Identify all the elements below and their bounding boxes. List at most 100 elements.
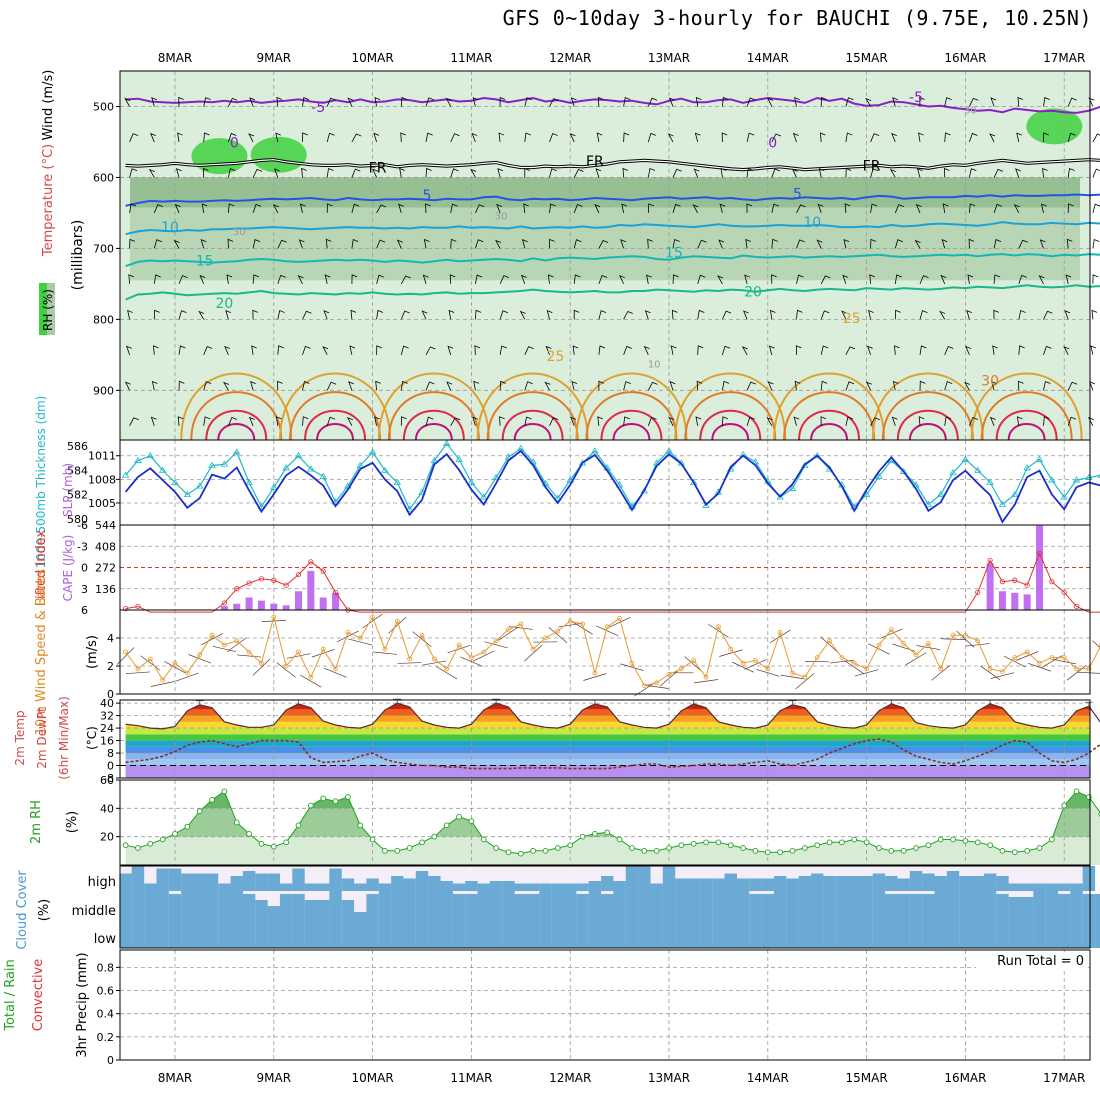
wind10m-barb (311, 648, 335, 658)
rh2m-point (357, 822, 364, 829)
wind-barb (178, 310, 187, 320)
wind-barb (598, 310, 607, 320)
cloud-low-bar (1095, 921, 1100, 948)
wind-barb (623, 310, 633, 320)
wind-barb (696, 380, 703, 391)
cloud-low-bar (193, 921, 206, 948)
wind10m-speed-point (703, 674, 709, 680)
wind-barb (693, 168, 700, 178)
rh2m-point (876, 845, 882, 851)
thickness-point (492, 473, 500, 481)
cloud-middle-bar (193, 891, 206, 921)
rh2m-point (888, 847, 895, 854)
wind-barb (153, 309, 160, 320)
wind10m-barb (1028, 662, 1051, 672)
cloud-middle-bar (502, 891, 515, 921)
wind-barb (865, 97, 872, 107)
isotherm-diurnal-cell (180, 372, 293, 441)
wind-barb (841, 310, 848, 320)
wind-barb (891, 132, 897, 143)
thickness-point (1060, 493, 1068, 500)
wind-barb (572, 345, 579, 355)
lifted-index-point (1012, 577, 1018, 583)
temp-band (125, 759, 1090, 766)
wind-barb (472, 416, 478, 426)
wind10m-speed-point (827, 638, 832, 644)
wind-barb (845, 346, 856, 356)
cloud-low-bar (959, 921, 972, 948)
thickness-point (665, 447, 673, 454)
cloud-middle-bar (354, 912, 367, 921)
wind10m-barb (447, 644, 471, 654)
wind-barb (1016, 132, 1022, 143)
isotherm-diurnal-cell (908, 423, 947, 441)
cloud-high-bar (897, 878, 910, 891)
cloud-low-bar (1033, 921, 1046, 948)
precip-y-tick-label: 0.4 (97, 1008, 115, 1021)
cloud-low-bar (205, 921, 219, 948)
cloud-low-bar (230, 921, 243, 948)
wind10m-speed-point (728, 646, 734, 652)
wind-barb (227, 238, 234, 249)
wind10m-speed-point (530, 646, 536, 652)
cloud-low-bar (428, 921, 441, 948)
wind10m-speed-point (925, 641, 931, 646)
li-tick-label: 6 (81, 604, 88, 617)
axis-label-slp: SLP (mb) (61, 463, 75, 517)
wind10m-y-tick-label: 4 (107, 632, 114, 645)
wind-barb (471, 132, 478, 143)
rh2m-point (1073, 788, 1080, 795)
wind-barb (124, 381, 131, 391)
wind-barb (277, 239, 287, 249)
wind10m-barb (388, 616, 407, 634)
wind10m-speed-point (975, 638, 981, 644)
wind-barb (203, 97, 211, 107)
wind-barb (1067, 416, 1077, 426)
wind10m-barb (237, 654, 262, 658)
cloud-high-bar (712, 878, 725, 891)
thickness-point (1072, 476, 1081, 483)
cloud-low-bar (1070, 921, 1083, 948)
axis-label-lifted-index: Lifted Index (34, 529, 49, 606)
rh2m-point (122, 842, 129, 849)
wind10m-speed-point (172, 660, 178, 666)
isotherm-diurnal-cell (316, 423, 355, 441)
rh-legend-swatch-light (47, 283, 55, 335)
cloud-low-bar (1045, 921, 1059, 948)
wind10m-speed-point (1074, 666, 1079, 672)
cloud-middle-bar (773, 891, 787, 921)
wind10m-barb (164, 661, 186, 674)
wind-barb (128, 274, 134, 284)
wind10m-speed-point (604, 624, 610, 630)
lifted-index-point (271, 577, 277, 583)
cloud-low-bar (452, 921, 466, 948)
cloud-middle-bar (946, 891, 960, 921)
wind-barb (129, 168, 138, 178)
wind10m-barb (905, 652, 927, 666)
thickness-point (591, 447, 599, 454)
wind-barb (1038, 275, 1045, 285)
wind-barb (1067, 167, 1075, 178)
isotherm-diurnal-cell (575, 372, 688, 441)
wind-barb (129, 238, 136, 249)
cloud-level-low: low (94, 932, 117, 947)
wind-barb (669, 381, 676, 391)
wind-barb (671, 309, 678, 320)
cloud-middle-bar (230, 891, 243, 921)
cloud-high-bar (662, 866, 676, 891)
thickness-point (974, 466, 982, 473)
wind-barb (894, 204, 904, 214)
wind-barb (818, 167, 825, 178)
wind-barb (944, 416, 952, 426)
isotherm-diurnal-cell (711, 423, 750, 441)
cape-tick-label: 544 (95, 519, 116, 532)
cloud-high-bar (440, 881, 453, 891)
thickness-point (442, 439, 451, 447)
cloud-high-bar (835, 876, 849, 891)
wind-barb (400, 132, 406, 142)
cloud-low-bar (798, 921, 812, 948)
wind-barb (993, 203, 1003, 214)
contour-label: 25 (843, 311, 861, 327)
rh2m-point (629, 845, 635, 851)
wind-barb (918, 416, 925, 426)
